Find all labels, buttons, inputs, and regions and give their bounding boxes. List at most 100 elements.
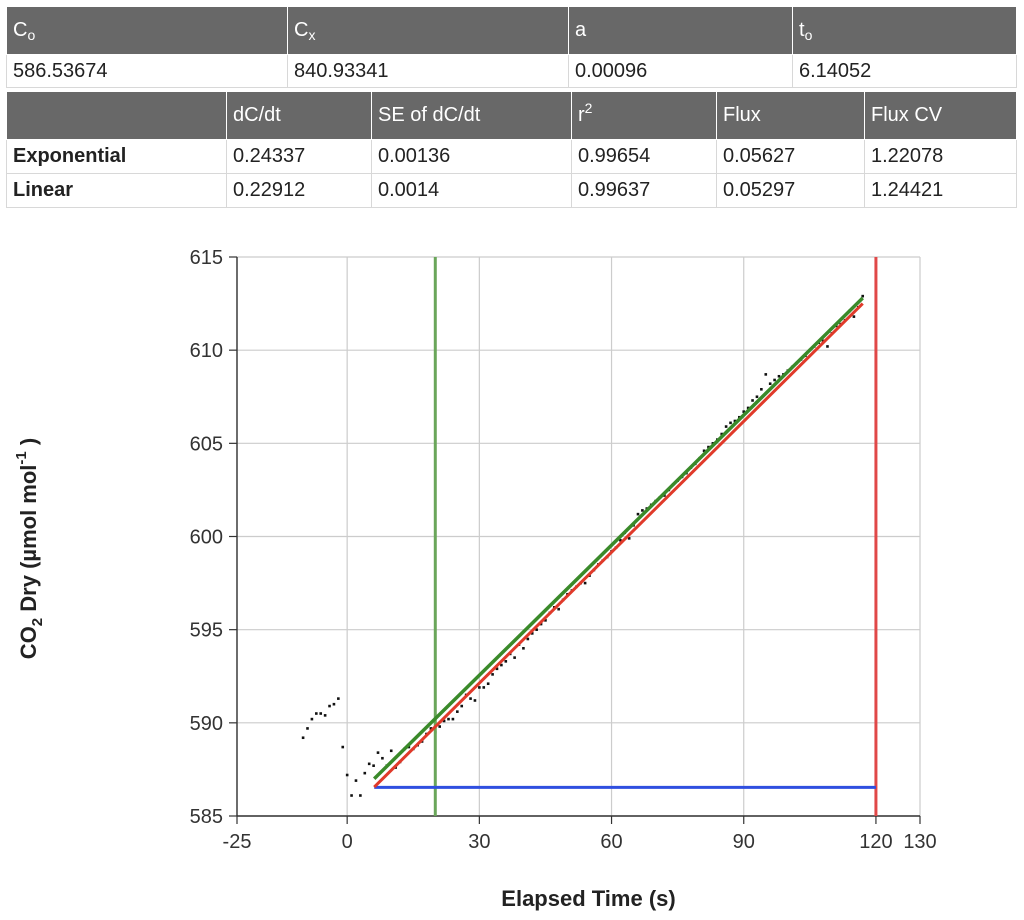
data-point	[438, 725, 441, 728]
data-point	[777, 374, 781, 378]
fit-cell: 0.99637	[571, 173, 717, 208]
data-point	[522, 647, 525, 650]
param-header-to: to	[792, 6, 1017, 55]
x-tick-label: 0	[342, 831, 353, 853]
data-point	[742, 410, 746, 413]
param-value-co: 586.53674	[6, 54, 288, 88]
fit-cell: 0.99654	[571, 139, 717, 174]
data-point	[861, 294, 865, 298]
data-point	[583, 581, 587, 585]
data-point	[760, 387, 763, 391]
data-point	[328, 704, 331, 708]
data-point	[345, 773, 349, 777]
data-point	[460, 704, 464, 708]
fit-cell: 0.22912	[226, 173, 372, 208]
data-point	[495, 667, 499, 671]
fit-cell: 0.00136	[371, 139, 572, 174]
parameters-header-row: Co Cx a to	[6, 6, 1017, 55]
data-point	[341, 745, 345, 749]
data-point	[332, 702, 336, 706]
data-point	[315, 712, 318, 715]
y-tick-label: 585	[190, 806, 223, 828]
y-tick-label: 615	[190, 247, 223, 269]
chart-ticks: -25 0 30 60 90 120 130 585 590 595 600 605 610 615	[190, 247, 937, 853]
data-point	[363, 771, 367, 775]
fit-row-exponential: Exponential 0.24337 0.00136 0.99654 0.05…	[6, 139, 1017, 174]
data-point	[636, 512, 640, 516]
x-axis-title: Elapsed Time (s)	[501, 886, 675, 911]
data-point	[359, 794, 362, 797]
data-point	[381, 756, 384, 760]
data-point	[557, 607, 560, 611]
x-tick-label: 120	[859, 831, 892, 853]
y-tick-label: 590	[190, 713, 223, 735]
y-tick-label: 600	[190, 527, 223, 549]
data-point	[486, 682, 490, 686]
data-point	[729, 421, 732, 425]
fit-row-label: Linear	[6, 173, 227, 208]
param-value-a: 0.00096	[568, 54, 793, 88]
data-point	[513, 656, 516, 659]
data-point	[852, 315, 856, 318]
data-point	[500, 663, 503, 667]
data-point	[751, 399, 754, 402]
data-point	[826, 345, 829, 348]
data-point	[491, 673, 494, 676]
fit-cell: 0.05627	[716, 139, 865, 174]
data-point	[478, 686, 481, 689]
data-point	[627, 537, 631, 540]
data-point	[768, 382, 772, 386]
data-point	[389, 749, 393, 753]
data-point	[746, 406, 750, 410]
linear-fit-line	[373, 302, 864, 789]
data-point	[451, 717, 455, 721]
data-point	[482, 686, 486, 689]
data-point	[473, 699, 477, 702]
fit-header-blank	[6, 91, 227, 140]
data-point	[447, 717, 450, 721]
data-point	[323, 714, 327, 717]
data-point	[733, 419, 737, 423]
co2-chart: -25 0 30 60 90 120 130 585 590 595 600 605 610 615 El…	[13, 247, 937, 911]
data-points	[301, 294, 865, 797]
parameters-table: Co Cx a to 586.53674 840.93341 0.00096 6…	[6, 6, 1017, 88]
data-point	[319, 712, 323, 715]
x-tick-label: 130	[903, 831, 936, 853]
data-point	[530, 632, 534, 635]
fit-header-fluxcv: Flux CV	[864, 91, 1017, 140]
x-tick-label: 90	[733, 831, 755, 853]
x-tick-label: 30	[468, 831, 490, 853]
param-value-cx: 840.93341	[287, 54, 569, 88]
fit-header-row: dC/dt SE of dC/dt r2 Flux Flux CV	[6, 91, 1017, 140]
fit-lines	[372, 257, 878, 816]
param-header-co: Co	[6, 6, 288, 55]
data-point	[619, 538, 622, 542]
fit-header-flux: Flux	[716, 91, 865, 140]
fit-cell: 1.22078	[864, 139, 1017, 174]
fit-cell: 0.24337	[226, 139, 372, 174]
data-point	[456, 710, 459, 713]
data-point	[702, 449, 706, 453]
data-point	[429, 727, 433, 730]
data-point	[544, 619, 547, 622]
fit-row-label: Exponential	[6, 139, 227, 174]
data-point	[301, 736, 305, 740]
x-tick-label: 60	[600, 831, 622, 853]
exponential-fit-line	[372, 296, 864, 780]
data-point	[764, 373, 768, 376]
fit-header-r2: r2	[571, 91, 717, 140]
data-point	[337, 697, 340, 700]
y-tick-label: 605	[190, 433, 223, 455]
data-point	[641, 509, 644, 512]
fit-cell: 1.24421	[864, 173, 1017, 208]
data-point	[469, 697, 472, 700]
y-axis-title: CO2 Dry (µmol mol-1 )	[13, 438, 46, 659]
fit-cell: 0.05297	[716, 173, 865, 208]
fit-cell: 0.0014	[371, 173, 572, 208]
x-tick-label: -25	[223, 831, 252, 853]
fit-header-dcdt: dC/dt	[226, 91, 372, 140]
data-point	[372, 764, 375, 767]
data-point	[504, 660, 508, 663]
parameters-value-row: 586.53674 840.93341 0.00096 6.14052	[6, 54, 1017, 88]
data-point	[720, 432, 724, 436]
